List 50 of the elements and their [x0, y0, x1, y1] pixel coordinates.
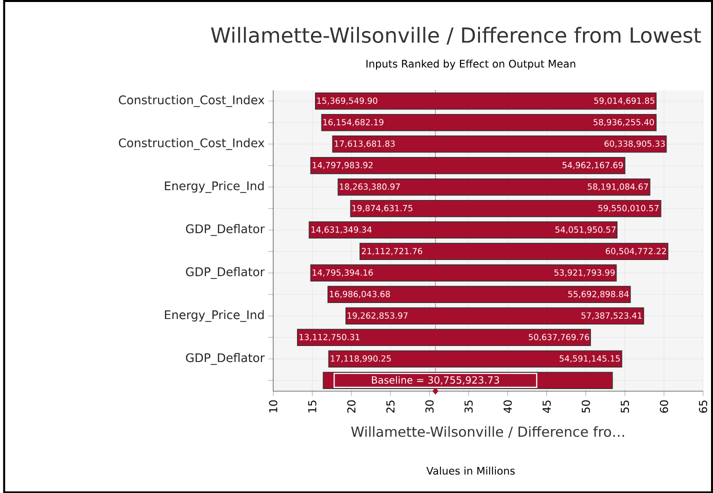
- chart-subtitle: Inputs Ranked by Effect on Output Mean: [366, 59, 576, 70]
- x-tick-label: 60: [660, 400, 668, 412]
- x-tick-label: 65: [698, 400, 708, 412]
- x-tick-label: 50: [582, 400, 590, 412]
- x-tick-label: 45: [542, 400, 551, 413]
- annotation: 14,631,349.34: [312, 226, 372, 234]
- x-tick-label: 25: [386, 400, 395, 412]
- annotation: 19,874,631.75: [352, 204, 412, 212]
- annotation: 58,936,255.40: [594, 118, 654, 126]
- annotation: 14,797,983.92: [312, 162, 373, 169]
- x-tick-label: 30: [425, 400, 434, 412]
- ref-line-label: Baseline = 30,755,923.73: [372, 376, 500, 385]
- annotation: 60,504,772.22: [606, 248, 666, 255]
- annotation: 16,986,043.68: [330, 290, 390, 298]
- annotation: 50,637,769.76: [528, 334, 590, 341]
- annotation: 55,692,898.84: [568, 290, 629, 298]
- x-axis-title: Willamette-Wilsonville / Difference fro…: [351, 426, 624, 438]
- x-tick-label: 20: [347, 400, 356, 412]
- y-tick-label: Energy_Price_Ind: [164, 180, 264, 193]
- annotation: 60,338,905.33: [604, 140, 665, 148]
- y-tick-label: GDP_Deflator: [186, 266, 265, 279]
- annotation: 59,550,010.57: [598, 204, 659, 212]
- annotation: 17,118,990.25: [330, 355, 391, 362]
- annotation: 16,154,682.19: [323, 118, 384, 126]
- chart-title: Willamette-Wilsonville / Difference from Lowest: [211, 26, 701, 44]
- annotation: 17,613,681.83: [334, 140, 395, 148]
- annotation: 53,921,793.99: [554, 269, 615, 276]
- x-tick-label: 55: [620, 400, 629, 412]
- y-tick-label: Construction_Cost_Index: [118, 94, 264, 107]
- annotation: 57,387,523.41: [582, 312, 642, 320]
- annotation: 13,112,750.31: [300, 334, 360, 341]
- annotation: 58,191,084.67: [588, 183, 648, 190]
- annotation: 18,263,380.97: [340, 183, 400, 190]
- annotation: 54,591,145.15: [560, 355, 620, 362]
- y-tick-label: Construction_Cost_Index: [118, 138, 264, 150]
- x-tick-label: 15: [308, 400, 316, 412]
- text: Values in Millions: [426, 466, 515, 474]
- x-tick-label: 35: [464, 400, 473, 412]
- y-tick-label: GDP_Deflator: [186, 224, 265, 236]
- x-tick-label: 10: [269, 400, 278, 412]
- annotation: 21,112,721.76: [362, 248, 422, 255]
- annotation: 59,014,691.85: [594, 97, 654, 104]
- annotation: 15,369,549.90: [317, 97, 378, 104]
- annotation: 14,795,394.16: [312, 269, 373, 276]
- annotation: 19,262,853.97: [348, 312, 408, 320]
- x-tick-label: 40: [504, 400, 512, 413]
- annotation: 54,051,950.57: [555, 226, 616, 234]
- annotation: 54,962,167.69: [562, 162, 623, 169]
- y-tick-label: GDP_Deflator: [186, 352, 265, 365]
- y-tick-label: Energy_Price_Ind: [164, 310, 264, 322]
